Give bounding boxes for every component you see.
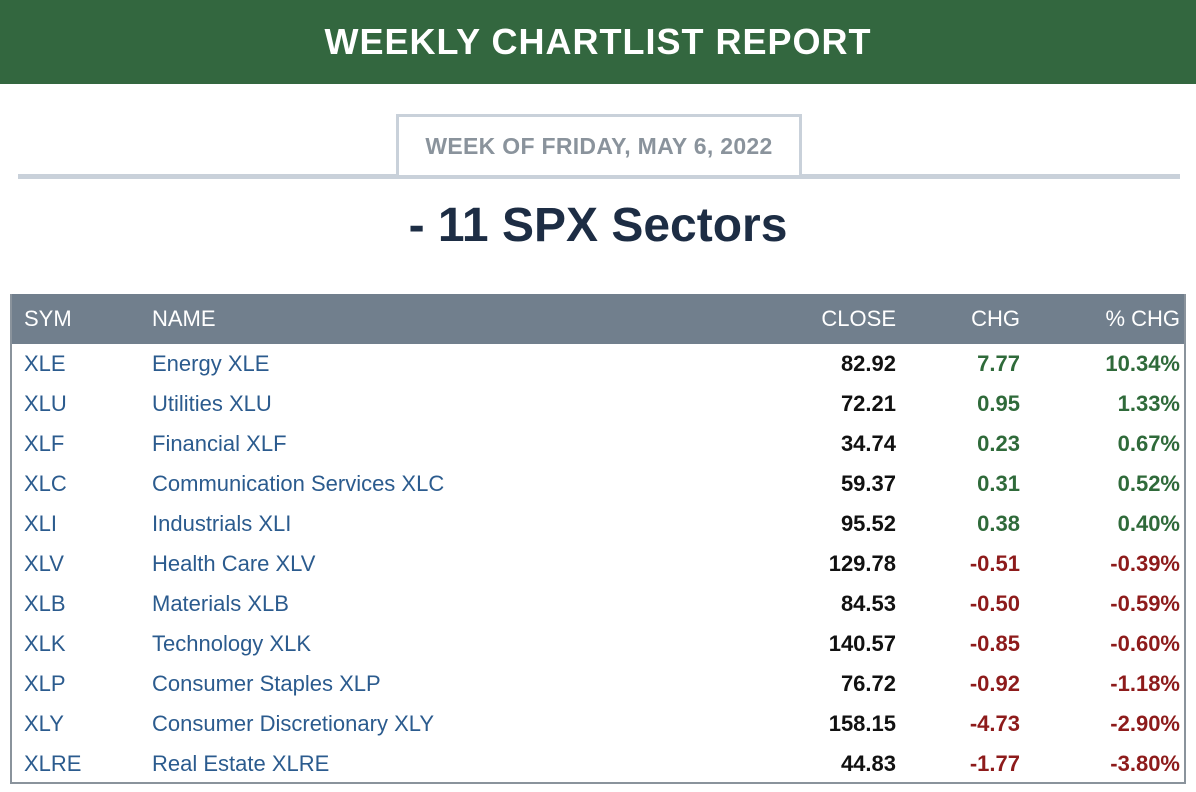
symbol-link[interactable]: XLK xyxy=(24,631,66,656)
report-title: WEEKLY CHARTLIST REPORT xyxy=(324,21,872,62)
symbol-link[interactable]: XLF xyxy=(24,431,65,456)
change-value: -4.73 xyxy=(969,711,1020,736)
table-row: XLE Energy XLE 82.92 7.77 10.34% xyxy=(12,344,1184,384)
pct-change-value: -0.39% xyxy=(1110,551,1180,576)
sector-name-link[interactable]: Health Care XLV xyxy=(152,551,316,576)
section-heading: - 11 SPX Sectors xyxy=(408,199,788,252)
change-value: -0.85 xyxy=(969,631,1020,656)
change-value: -0.51 xyxy=(969,551,1020,576)
change-value: -0.50 xyxy=(969,591,1020,616)
pct-change-value: 1.33% xyxy=(1117,391,1180,416)
table-row: XLP Consumer Staples XLP 76.72 -0.92 -1.18% xyxy=(12,664,1184,704)
week-label-box: WEEK OF FRIDAY, MAY 6, 2022 xyxy=(396,114,802,175)
header-pct-chg[interactable]: % CHG xyxy=(1105,306,1180,331)
table-row: XLRE Real Estate XLRE 44.83 -1.77 -3.80% xyxy=(12,744,1184,784)
close-value: 44.83 xyxy=(840,751,896,776)
sector-name-link[interactable]: Communication Services XLC xyxy=(152,471,445,496)
pct-change-value: -0.60% xyxy=(1110,631,1180,656)
close-value: 95.52 xyxy=(840,511,896,536)
symbol-link[interactable]: XLC xyxy=(24,471,67,496)
close-value: 72.21 xyxy=(840,391,896,416)
close-value: 82.92 xyxy=(840,351,896,376)
sector-name-link[interactable]: Financial XLF xyxy=(152,431,287,456)
close-value: 140.57 xyxy=(828,631,896,656)
change-value: 7.77 xyxy=(977,351,1020,376)
table-row: XLF Financial XLF 34.74 0.23 0.67% xyxy=(12,424,1184,464)
sector-table: SYM NAME CLOSE CHG % CHG XLE Energy XLE 82… xyxy=(10,294,1186,784)
symbol-link[interactable]: XLB xyxy=(24,591,66,616)
pct-change-value: -0.59% xyxy=(1110,591,1180,616)
sector-name-link[interactable]: Technology XLK xyxy=(152,631,311,656)
report-banner: WEEKLY CHARTLIST REPORT xyxy=(0,0,1196,84)
change-value: 0.95 xyxy=(977,391,1020,416)
close-value: 158.15 xyxy=(828,711,896,736)
pct-change-value: 0.52% xyxy=(1117,471,1180,496)
table-row: XLB Materials XLB 84.53 -0.50 -0.59% xyxy=(12,584,1184,624)
symbol-link[interactable]: XLRE xyxy=(24,751,82,776)
change-value: 0.38 xyxy=(977,511,1020,536)
table-row: XLI Industrials XLI 95.52 0.38 0.40% xyxy=(12,504,1184,544)
close-value: 84.53 xyxy=(840,591,896,616)
table-row: XLV Health Care XLV 129.78 -0.51 -0.39% xyxy=(12,544,1184,584)
table-header-row: SYM NAME CLOSE CHG % CHG xyxy=(12,294,1184,344)
close-value: 129.78 xyxy=(828,551,896,576)
change-value: -0.92 xyxy=(969,671,1020,696)
symbol-link[interactable]: XLI xyxy=(24,511,58,536)
symbol-link[interactable]: XLE xyxy=(24,351,66,376)
header-sym[interactable]: SYM xyxy=(24,306,72,331)
table-row: XLU Utilities XLU 72.21 0.95 1.33% xyxy=(12,384,1184,424)
sector-name-link[interactable]: Energy XLE xyxy=(152,351,270,376)
sector-name-link[interactable]: Industrials XLI xyxy=(152,511,292,536)
close-value: 76.72 xyxy=(840,671,896,696)
symbol-link[interactable]: XLU xyxy=(24,391,67,416)
table-row: XLY Consumer Discretionary XLY 158.15 -4.73… xyxy=(12,704,1184,744)
sector-name-link[interactable]: Consumer Discretionary XLY xyxy=(152,711,435,736)
pct-change-value: -1.18% xyxy=(1110,671,1180,696)
symbol-link[interactable]: XLY xyxy=(24,711,64,736)
symbol-link[interactable]: XLV xyxy=(24,551,64,576)
sector-name-link[interactable]: Real Estate XLRE xyxy=(152,751,330,776)
table-row: XLK Technology XLK 140.57 -0.85 -0.60% xyxy=(12,624,1184,664)
header-close[interactable]: CLOSE xyxy=(821,306,896,331)
header-chg[interactable]: CHG xyxy=(971,306,1020,331)
table-row: XLC Communication Services XLC 59.37 0.31 0.… xyxy=(12,464,1184,504)
close-value: 34.74 xyxy=(840,431,896,456)
week-label: WEEK OF FRIDAY, MAY 6, 2022 xyxy=(425,132,773,159)
pct-change-value: -2.90% xyxy=(1110,711,1180,736)
sector-name-link[interactable]: Utilities XLU xyxy=(152,391,272,416)
pct-change-value: -3.80% xyxy=(1110,751,1180,776)
change-value: 0.23 xyxy=(977,431,1020,456)
sector-name-link[interactable]: Materials XLB xyxy=(152,591,289,616)
symbol-link[interactable]: XLP xyxy=(24,671,66,696)
pct-change-value: 0.40% xyxy=(1117,511,1180,536)
pct-change-value: 10.34% xyxy=(1105,351,1180,376)
pct-change-value: 0.67% xyxy=(1117,431,1180,456)
header-name[interactable]: NAME xyxy=(152,306,216,331)
change-value: -1.77 xyxy=(969,751,1020,776)
close-value: 59.37 xyxy=(840,471,896,496)
week-divider xyxy=(18,174,1180,179)
sector-name-link[interactable]: Consumer Staples XLP xyxy=(152,671,381,696)
change-value: 0.31 xyxy=(977,471,1020,496)
